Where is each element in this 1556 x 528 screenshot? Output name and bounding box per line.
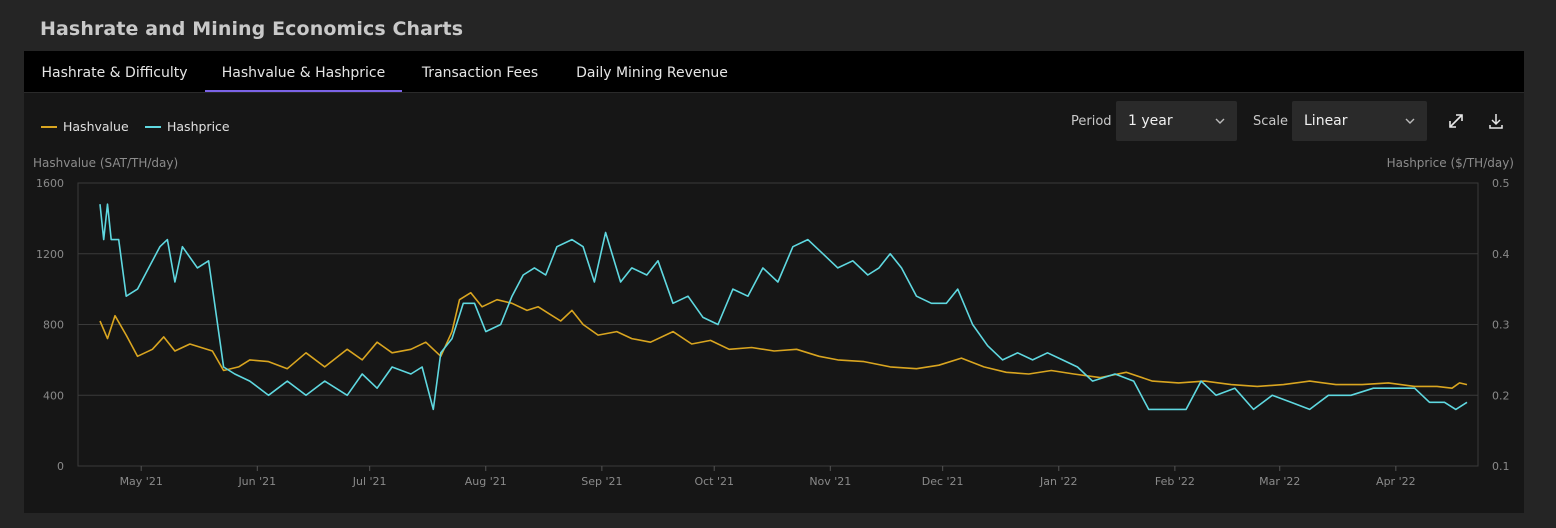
tab-transaction-fees[interactable]: Transaction Fees: [421, 65, 539, 81]
x-tick-label: Oct '21: [694, 475, 734, 488]
legend-swatch-hashprice: [145, 125, 161, 128]
tab-hashrate-difficulty[interactable]: Hashrate & Difficulty: [41, 65, 188, 81]
x-tick-label: Jan '22: [1039, 475, 1077, 488]
x-tick-label: Jun '21: [237, 475, 276, 488]
y-right-tick-label: 0.3: [1492, 319, 1510, 332]
legend-item-hashprice[interactable]: Hashprice: [145, 119, 230, 134]
line-chart: 0 400 800 1200 1600 0.1 0.2 0.3 0.4 0.5 May '21 Jun…: [36, 177, 1510, 488]
y-left-tick-label: 1200: [36, 248, 64, 261]
chevron-down-icon: [1405, 118, 1415, 124]
scale-label: Scale: [1253, 114, 1288, 129]
page-title: Hashrate and Mining Economics Charts: [40, 18, 464, 40]
series-line-hashvalue: [99, 291, 1468, 389]
expand-icon[interactable]: [1446, 111, 1466, 131]
y-axis-left-title: Hashvalue (SAT/TH/day): [33, 156, 179, 170]
period-select-value: 1 year: [1128, 113, 1173, 129]
x-tick-label: Sep '21: [581, 475, 622, 488]
y-left-tick-label: 1600: [36, 177, 64, 190]
y-left-tick-label: 400: [43, 389, 64, 402]
y-left-tick-label: 0: [57, 460, 64, 473]
legend-label-hashvalue: Hashvalue: [63, 119, 129, 134]
y-right-tick-label: 0.2: [1492, 389, 1510, 402]
tab-bar: Hashrate & Difficulty Hashvalue & Hashpr…: [24, 51, 1524, 93]
tab-hashvalue-hashprice[interactable]: Hashvalue & Hashprice: [205, 51, 402, 92]
x-tick-label: Mar '22: [1259, 475, 1300, 488]
legend-label-hashprice: Hashprice: [167, 119, 230, 134]
series-line-hashprice: [99, 203, 1468, 411]
download-icon[interactable]: [1486, 111, 1506, 131]
period-select[interactable]: 1 year: [1116, 101, 1237, 141]
y-right-tick-label: 0.5: [1492, 177, 1510, 190]
x-tick-label: Dec '21: [922, 475, 964, 488]
x-tick-label: Aug '21: [465, 475, 507, 488]
x-tick-label: Nov '21: [809, 475, 851, 488]
scale-select-value: Linear: [1304, 113, 1348, 129]
x-tick-label: May '21: [120, 475, 163, 488]
legend-item-hashvalue[interactable]: Hashvalue: [41, 119, 129, 134]
y-right-tick-label: 0.1: [1492, 460, 1510, 473]
scale-select[interactable]: Linear: [1292, 101, 1427, 141]
y-left-tick-label: 800: [43, 319, 64, 332]
chart-card: Hashrate & Difficulty Hashvalue & Hashpr…: [24, 51, 1524, 513]
y-axis-right-title: Hashprice ($/TH/day): [1386, 156, 1514, 170]
legend-swatch-hashvalue: [41, 125, 57, 128]
chevron-down-icon: [1215, 118, 1225, 124]
y-right-tick-label: 0.4: [1492, 248, 1510, 261]
x-tick-label: Apr '22: [1376, 475, 1416, 488]
tab-daily-mining-revenue[interactable]: Daily Mining Revenue: [576, 65, 728, 81]
x-tick-label: Feb '22: [1155, 475, 1195, 488]
period-label: Period: [1071, 114, 1112, 129]
x-tick-label: Jul '21: [352, 475, 387, 488]
